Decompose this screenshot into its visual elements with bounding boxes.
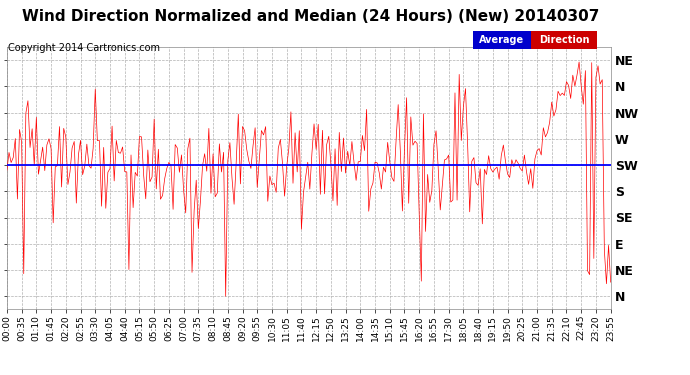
Text: Direction: Direction bbox=[539, 35, 589, 45]
Text: Average: Average bbox=[480, 35, 524, 45]
Text: Wind Direction Normalized and Median (24 Hours) (New) 20140307: Wind Direction Normalized and Median (24… bbox=[22, 9, 599, 24]
Text: Copyright 2014 Cartronics.com: Copyright 2014 Cartronics.com bbox=[8, 43, 160, 53]
